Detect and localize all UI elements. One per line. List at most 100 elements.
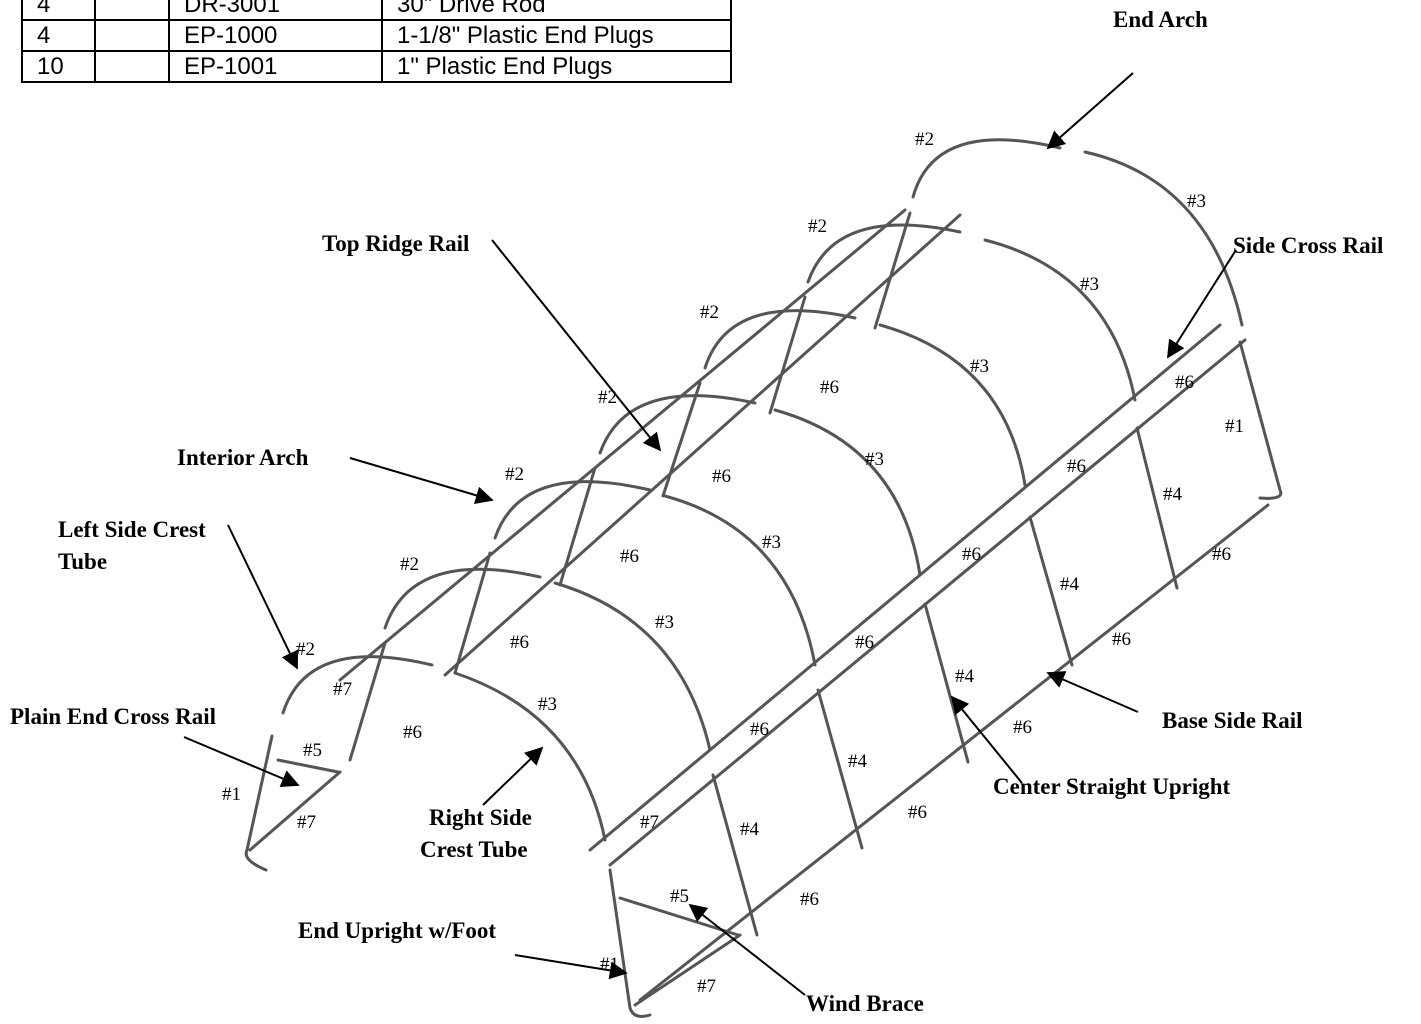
arrow-base-side-rail [1046, 671, 1139, 713]
table-row: 4 DR-3001 30" Drive Rod [21, 0, 732, 21]
part-number-label: #3 [1187, 191, 1206, 212]
interior-arch-2 [806, 223, 1137, 402]
arrow-interior-arch [349, 457, 494, 505]
part-number-label: #6 [962, 544, 981, 565]
upright-4e [711, 773, 759, 937]
interior-arch-5 [493, 480, 817, 667]
wind-brace-front [618, 896, 740, 937]
part-number-label: #2 [700, 302, 719, 323]
upright-4d [816, 688, 864, 850]
front-arch [281, 655, 607, 842]
arrow-wind-brace [688, 903, 806, 996]
code-cell [94, 50, 170, 83]
part-number-label: #3 [655, 612, 674, 633]
part-number-label: #6 [510, 632, 529, 653]
interior-arch-6 [383, 567, 712, 752]
arrow-end-arch [1046, 72, 1134, 150]
part-number-label: #6 [1175, 372, 1194, 393]
qty-cell: 4 [21, 0, 96, 21]
top-ridge-rail [443, 213, 962, 677]
interior-upright-5 [453, 551, 492, 675]
part-number-label: #6 [750, 719, 769, 740]
part-number-cell: EP-1000 [168, 19, 383, 52]
part-number-label: #5 [303, 740, 322, 761]
description-cell: 30" Drive Rod [381, 0, 732, 21]
table-row: 10 EP-1001 1" Plastic End Plugs [21, 50, 732, 83]
frame-tubes [244, 138, 1283, 1018]
part-number-label: #6 [908, 802, 927, 823]
part-number-label: #7 [297, 812, 316, 833]
part-number-label: #3 [865, 449, 884, 470]
arrow-left-side-crest-tube [227, 524, 299, 670]
end-arch [911, 138, 1244, 327]
upright-4b [1028, 515, 1074, 667]
part-number-label: #6 [1013, 717, 1032, 738]
end-upright-front-right [608, 868, 652, 1018]
part-number-label: #2 [400, 554, 419, 575]
part-number-label: #6 [800, 889, 819, 910]
part-number-label: #3 [1080, 274, 1099, 295]
part-number-label: #3 [538, 694, 557, 715]
callout-arrows [183, 72, 1237, 996]
callout-right-side-crest-tube-line2: Crest Tube [420, 837, 528, 862]
callout-left-side-crest-tube-line1: Left Side Crest [58, 517, 206, 542]
wind-brace-back [276, 758, 340, 774]
part-number-label: #2 [808, 216, 827, 237]
part-number-label: #4 [848, 751, 868, 772]
upright-4c [923, 602, 970, 764]
arrow-top-ridge-rail [491, 239, 662, 452]
interior-upright-6 [348, 641, 387, 762]
part-number-label: #7 [697, 976, 716, 997]
callout-top-ridge-rail: Top Ridge Rail [322, 231, 470, 256]
side-cross-rail [608, 338, 1247, 867]
qty-cell: 4 [21, 19, 96, 52]
qty-cell: 10 [21, 50, 96, 83]
right-side-crest-rail [588, 323, 1222, 852]
arrow-end-upright-w-foot [514, 954, 628, 980]
parts-table: 4 DR-3001 30" Drive Rod 4 EP-1000 1-1/8"… [21, 0, 732, 83]
arrow-right-side-crest-tube [482, 746, 544, 806]
upright-4a [1135, 426, 1179, 590]
callout-wind-brace: Wind Brace [806, 991, 924, 1016]
part-number-label: #2 [598, 387, 617, 408]
callout-left-side-crest-tube-line2: Tube [58, 549, 108, 574]
code-cell [94, 19, 170, 52]
part-number-label: #7 [640, 812, 659, 833]
description-cell: 1-1/8" Plastic End Plugs [381, 19, 732, 52]
interior-arch-4 [598, 394, 922, 577]
part-number-label: #4 [1060, 574, 1080, 595]
part-number-cell: EP-1001 [168, 50, 383, 83]
end-rail-front [633, 933, 742, 1007]
part-number-label: #5 [670, 886, 689, 907]
part-number-label: #6 [712, 466, 731, 487]
interior-arch-3 [703, 309, 1027, 487]
interior-upright-1 [873, 211, 912, 330]
interior-upright-2 [768, 295, 807, 415]
callout-end-upright-w-foot: End Upright w/Foot [298, 918, 497, 943]
callout-end-arch: End Arch [1113, 7, 1208, 32]
part-number-label: #3 [970, 356, 989, 377]
left-side-crest-rail [338, 208, 907, 682]
end-upright-front-left [244, 734, 274, 872]
callout-side-cross-rail: Side Cross Rail [1233, 233, 1384, 258]
part-number-label: #6 [620, 546, 639, 567]
end-upright-back [1238, 340, 1283, 500]
table-row: 4 EP-1000 1-1/8" Plastic End Plugs [21, 19, 732, 52]
callout-center-straight-upright: Center Straight Upright [993, 774, 1231, 799]
interior-upright-4 [558, 466, 597, 587]
part-number-label: #6 [403, 722, 422, 743]
part-number-label: #4 [1163, 484, 1183, 505]
part-number-cell: DR-3001 [168, 0, 383, 21]
part-number-label: #6 [1112, 629, 1131, 650]
part-number-label: #7 [333, 679, 352, 700]
interior-upright-3 [661, 381, 702, 498]
callout-interior-arch: Interior Arch [177, 445, 309, 470]
end-cross-rail [248, 770, 342, 852]
base-side-rail [638, 503, 1270, 1002]
code-cell [94, 0, 170, 21]
part-number-label: #1 [222, 784, 241, 805]
part-labels: #2 #2 #2 #2 #2 #2 #2 #3 #3 #3 #3 #3 #3 #… [222, 129, 1244, 997]
arrow-side-cross-rail [1167, 249, 1237, 359]
arrow-center-straight-upright [950, 695, 1023, 784]
